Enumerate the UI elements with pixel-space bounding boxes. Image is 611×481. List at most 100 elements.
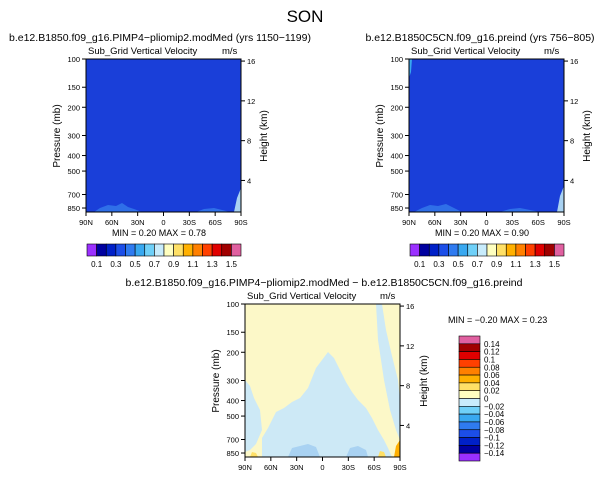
panel-1-field-area	[86, 59, 241, 212]
colorbar-label: −0.04	[484, 410, 505, 419]
colorbar-swatch	[134, 243, 146, 257]
y-tick-label: 700	[226, 436, 239, 445]
colorbar-swatch	[409, 243, 420, 257]
x-tick-label: 60N	[105, 218, 119, 227]
colorbar-label: 0.1	[414, 260, 426, 269]
colorbar-swatch	[182, 243, 194, 257]
y-tick-label: 200	[67, 103, 80, 112]
colorbar-label: −0.14	[484, 449, 505, 458]
y-right-tick-label: 4	[570, 176, 574, 185]
x-tick-label: 0	[484, 218, 488, 227]
colorbar-swatch	[173, 243, 184, 257]
y-right-tick-label: 16	[406, 302, 414, 311]
x-tick-label: 30N	[454, 218, 468, 227]
y-tick-label: 150	[67, 83, 80, 92]
x-tick-label: 30S	[342, 463, 355, 472]
colorbar-swatch	[458, 413, 481, 423]
colorbar-swatch	[458, 398, 481, 407]
panel-1-ylabel: Pressure (mb)	[52, 104, 63, 167]
panel-1-surface-feature	[94, 203, 142, 212]
colorbar-swatch	[428, 243, 440, 257]
colorbar-swatch	[144, 243, 155, 257]
x-tick-label: 30N	[131, 218, 145, 227]
panel-3-y-ticks-right: 16 12 8 4	[400, 302, 414, 430]
y-right-tick-label: 8	[570, 137, 574, 146]
colorbar-swatch	[115, 243, 126, 257]
panel-1-x-ticks: 90N 60N 30N 0 30S 60S 90S	[79, 212, 248, 227]
colorbar-swatch	[458, 351, 481, 360]
y-right-tick-label: 8	[406, 382, 410, 391]
y-right-tick-label: 16	[570, 57, 578, 66]
colorbar-swatch	[458, 445, 481, 454]
panel-3-negative-region-right	[376, 304, 400, 440]
colorbar-label: 0.7	[149, 260, 161, 269]
colorbar-swatch	[192, 243, 203, 257]
panel-3-surface-positive-2	[378, 451, 386, 457]
panel-2-title: b.e12.B1850C5CN.f09_g16.preind (yrs 756−…	[365, 32, 594, 44]
colorbar-swatch	[458, 343, 481, 352]
colorbar-label: −0.02	[484, 402, 505, 411]
y-right-tick-label: 12	[247, 97, 255, 106]
colorbar-label: −0.06	[484, 418, 505, 427]
x-tick-label: 0	[161, 218, 165, 227]
colorbar-panel-1: 0.1 0.3 0.5 0.7 0.9 1.1 1.3 1.5	[86, 243, 242, 269]
colorbar-swatch	[125, 243, 136, 257]
y-tick-label: 850	[226, 449, 239, 458]
panel-1-title: b.e12.B1850.f09_g16.PIMP4−pliomip2.modMe…	[9, 32, 311, 44]
colorbar-label: 0.9	[168, 260, 180, 269]
x-tick-label: 90S	[234, 218, 247, 227]
colorbar-swatch	[163, 243, 174, 257]
panel-3-field-label: Sub_Grid Vertical Velocity	[247, 291, 357, 302]
panel-2-y-ticks: 100 150 200 300 400 500 700 850	[390, 55, 409, 213]
colorbar-swatch	[458, 437, 481, 446]
panel-3-negative-region-left	[245, 380, 262, 452]
colorbar-panel-3: 0.140.120.10.080.060.040.020−0.02−0.04−0…	[458, 335, 505, 462]
y-right-tick-label: 12	[406, 342, 414, 351]
panel-2-ylabel-right: Height (km)	[582, 110, 593, 162]
panel-2-high-corner	[557, 186, 564, 212]
colorbar-swatch	[458, 359, 481, 368]
colorbar-label: 1.3	[530, 260, 542, 269]
y-right-tick-label: 8	[247, 137, 251, 146]
colorbar-label: 0	[484, 395, 489, 404]
colorbar-swatch	[458, 374, 481, 384]
colorbar-swatch	[467, 243, 478, 257]
colorbar-swatch	[515, 243, 526, 257]
panel-3-stats: MIN = −0.20 MAX = 0.23	[448, 315, 547, 325]
y-tick-label: 400	[67, 152, 80, 161]
colorbar-swatch	[544, 243, 555, 257]
colorbar-swatch	[231, 243, 242, 257]
colorbar-label: −0.12	[484, 441, 505, 450]
panel-3-title: b.e12.B1850.f09_g16.PIMP4−pliomip2.modMe…	[126, 277, 523, 289]
panel-1-surface-feature-2	[196, 208, 230, 212]
x-tick-label: 60N	[264, 463, 278, 472]
colorbar-swatch	[458, 382, 481, 391]
panel-3-ylabel-right: Height (km)	[419, 355, 430, 407]
colorbar-swatch	[525, 243, 536, 257]
panel-3-negative-strong	[288, 444, 320, 457]
panel-1-y-ticks: 100 150 200 300 400 500 700 850	[67, 55, 86, 213]
panel-1-field-label: Sub_Grid Vertical Velocity	[88, 46, 198, 57]
y-tick-label: 500	[390, 167, 403, 176]
y-right-tick-label: 4	[247, 176, 251, 185]
colorbar-label: 0.12	[484, 348, 500, 357]
panel-3: b.e12.B1850.f09_g16.PIMP4−pliomip2.modMe…	[126, 277, 548, 472]
colorbar-label: 1.5	[226, 260, 238, 269]
panel-3-surface-positive	[250, 452, 258, 457]
y-tick-label: 100	[226, 300, 239, 309]
colorbar-swatch	[86, 243, 97, 257]
panel-2-units: m/s	[544, 46, 560, 57]
y-right-tick-label: 12	[570, 97, 578, 106]
x-tick-label: 30N	[290, 463, 304, 472]
colorbar-label: 0.3	[110, 260, 122, 269]
colorbar-label: 0.06	[484, 371, 500, 380]
panel-2-surface-feature-2	[500, 208, 540, 212]
y-tick-label: 700	[67, 191, 80, 200]
colorbar-label: 0.9	[491, 260, 503, 269]
colorbar-swatch	[458, 406, 481, 415]
y-tick-label: 400	[390, 152, 403, 161]
colorbar-swatch	[458, 366, 481, 376]
x-tick-label: 0	[320, 463, 324, 472]
y-tick-label: 200	[226, 348, 239, 357]
